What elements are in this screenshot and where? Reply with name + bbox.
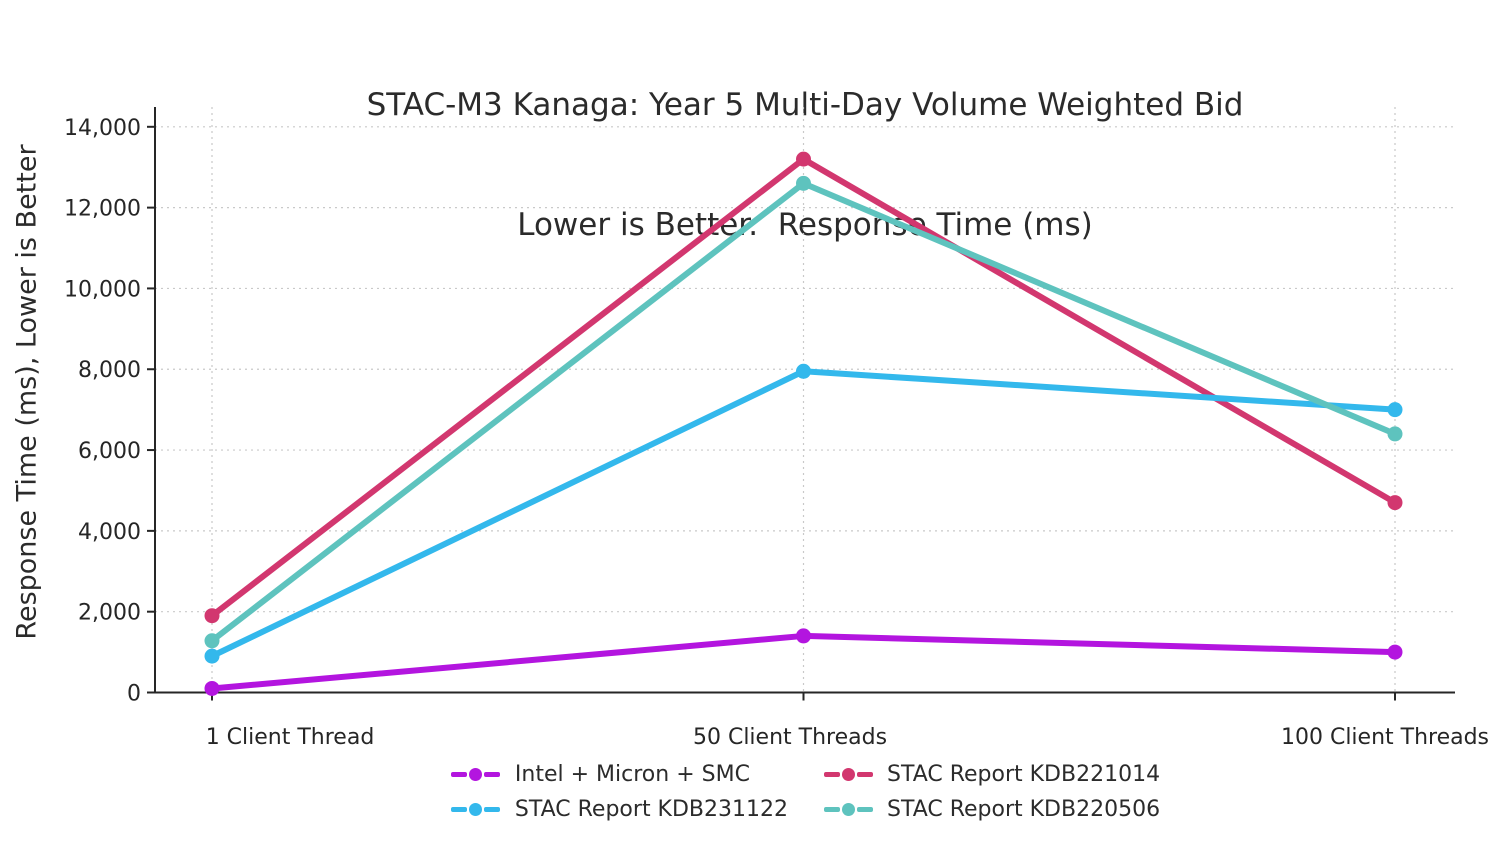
legend-marker-dash	[484, 771, 501, 777]
legend-line-dot-marker	[822, 802, 874, 816]
y-tick-label: 2,000	[78, 601, 141, 626]
data-point	[204, 608, 220, 624]
data-point	[1387, 402, 1403, 418]
legend-label: STAC Report KDB221014	[887, 761, 1161, 787]
legend-line-dot-marker	[450, 802, 502, 816]
legend-marker-dash	[823, 771, 840, 777]
legend-label: STAC Report KDB220506	[887, 796, 1161, 822]
data-point	[204, 680, 220, 696]
legend-marker-dash	[451, 806, 468, 812]
legend-label: STAC Report KDB231122	[514, 796, 788, 822]
chart-title: STAC-M3 Kanaga: Year 5 Multi-Day Volume …	[155, 5, 1455, 325]
legend-line-dot-marker	[450, 767, 502, 781]
data-point	[796, 175, 811, 191]
y-tick-label: 12,000	[64, 197, 141, 222]
legend-line-dot-marker	[822, 767, 874, 781]
legend-grid: Intel + Micron + SMC STAC Report KDB22101…	[450, 760, 1160, 823]
x-tick-label: 1 Client Thread	[206, 725, 375, 750]
legend-marker-dot	[469, 767, 483, 781]
data-point	[1387, 495, 1403, 511]
legend-marker-dash	[451, 771, 468, 777]
data-point	[1387, 426, 1403, 442]
legend-marker-dot	[841, 802, 855, 816]
legend-item: STAC Report KDB220506	[822, 795, 1160, 823]
legend-marker-dot	[841, 767, 855, 781]
line-chart-plot: 0 2,000 4,000 6,000 8,000 10,000 12,000 14,000 1…	[64, 107, 1489, 750]
x-tick-label: 50 Client Threads	[693, 725, 887, 750]
legend-marker-dash	[484, 806, 501, 812]
y-tick-label: 8,000	[78, 358, 141, 383]
legend-item: STAC Report KDB221014	[822, 760, 1160, 788]
legend-marker-dash	[856, 771, 873, 777]
data-point	[796, 363, 811, 379]
data-point	[204, 633, 220, 649]
chart-title-line1: STAC-M3 Kanaga: Year 5 Multi-Day Volume …	[366, 87, 1244, 123]
data-point	[796, 628, 811, 644]
y-tick-label: 0	[127, 682, 141, 707]
legend-marker-dash	[856, 806, 873, 812]
legend-label: Intel + Micron + SMC	[514, 761, 750, 787]
legend-marker-dash	[823, 806, 840, 812]
y-tick-label: 6,000	[78, 439, 141, 464]
legend-item: STAC Report KDB231122	[450, 795, 788, 823]
x-tick-label: 100 Client Threads	[1281, 725, 1489, 750]
y-tick-label: 14,000	[64, 116, 141, 141]
y-tick-label: 4,000	[78, 520, 141, 545]
data-point	[1387, 644, 1403, 660]
legend-item: Intel + Micron + SMC	[450, 760, 788, 788]
data-point	[204, 648, 220, 664]
y-tick-label: 10,000	[64, 277, 141, 302]
legend: Intel + Micron + SMC STAC Report KDB22101…	[155, 760, 1455, 823]
series-line-1	[209, 632, 1398, 692]
legend-marker-dot	[469, 802, 483, 816]
data-point	[796, 151, 811, 167]
